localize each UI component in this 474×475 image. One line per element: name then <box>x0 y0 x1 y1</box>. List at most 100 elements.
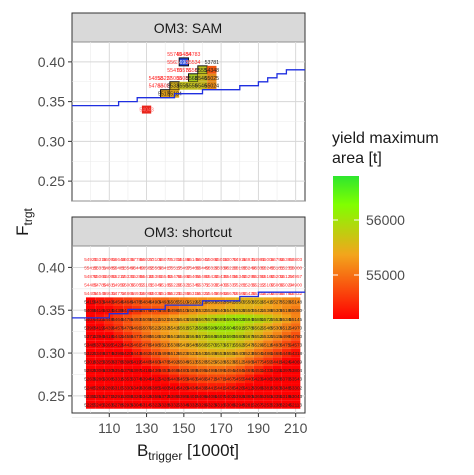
cell-label: 54640 <box>112 317 125 322</box>
cell-label: 55371 <box>196 283 209 288</box>
cell-label: 54802 <box>177 368 190 373</box>
cell-label: 54900 <box>149 300 162 305</box>
cell-label: 55245 <box>261 265 274 270</box>
cell-label: 54916 <box>233 257 246 262</box>
heatmap-cell <box>281 340 292 349</box>
cell-label: 55334 <box>215 265 228 270</box>
cell-label: 53300 <box>103 368 116 373</box>
cell-label: 54783 <box>149 84 164 90</box>
heatmap-cell <box>263 357 273 366</box>
cell-label: 55780 <box>243 325 256 330</box>
cell-label: 53142 <box>140 402 153 407</box>
heatmap-cell <box>141 400 152 409</box>
cell-label: 55566 <box>186 68 201 74</box>
cell-label: 53949 <box>94 334 107 339</box>
heatmap-cell <box>207 400 217 409</box>
heatmap-cell <box>151 357 161 366</box>
cell-label: 55306 <box>168 342 181 347</box>
cell-label: 55840 <box>205 334 218 339</box>
cell-label: 55245 <box>187 308 200 313</box>
heatmap-cell <box>123 374 133 384</box>
cell-label: 55294 <box>252 342 265 347</box>
heatmap-cell <box>132 348 142 358</box>
heatmap-cell <box>291 383 301 392</box>
cell-label: 54932 <box>271 342 284 347</box>
y-tick-label: 0.40 <box>38 54 65 70</box>
heatmap-cell <box>160 383 170 392</box>
cell-label: 55497 <box>177 265 190 270</box>
cell-label: 55281 <box>233 283 246 288</box>
cell-label: 53221 <box>84 351 97 356</box>
heatmap-cell <box>169 383 180 392</box>
cell-label: 55195 <box>233 265 246 270</box>
heatmap-cell <box>160 323 170 332</box>
cell-label: 54513 <box>252 368 265 373</box>
strip-top <box>71 12 306 43</box>
heatmap-cell <box>132 391 142 401</box>
cell-label: 54530 <box>159 368 172 373</box>
heatmap-cell <box>197 314 208 324</box>
heatmap-cell <box>244 305 254 315</box>
heatmap-cell <box>179 348 189 358</box>
cell-label: 54845 <box>159 308 172 313</box>
cell-label: 52531 <box>261 402 274 407</box>
heatmap-cell <box>169 365 180 375</box>
heatmap-cell <box>244 383 254 392</box>
cell-label: 55321 <box>196 308 209 313</box>
heatmap-cell <box>123 383 133 392</box>
cell-label: 55030 <box>149 291 162 296</box>
cell-label: 55060 <box>140 291 153 296</box>
cell-label: 53584 <box>149 394 162 399</box>
cell-label: 55009 <box>122 283 135 288</box>
cell-label: 55480 <box>196 274 209 279</box>
cell-label: 55300 <box>271 308 284 313</box>
cell-label: 55800 <box>233 334 246 339</box>
heatmap-cell <box>104 374 114 384</box>
heatmap-cell <box>225 348 236 358</box>
cell-label: 54422 <box>122 342 135 347</box>
cell-label: 53968 <box>252 385 265 390</box>
cell-label: 54400 <box>103 300 116 305</box>
heatmap-cell <box>169 331 180 341</box>
cell-label: 55299 <box>243 274 256 279</box>
heatmap-cell <box>179 331 189 341</box>
heatmap-cell <box>253 400 264 409</box>
cell-label: 53319 <box>112 377 125 382</box>
heatmap-cell <box>216 374 226 384</box>
heatmap-cell <box>85 331 96 341</box>
cell-label: 54840 <box>140 300 153 305</box>
heatmap-cell <box>235 340 245 349</box>
heatmap-cell <box>291 374 301 384</box>
heatmap-cell <box>179 365 189 375</box>
cell-label: 55348 <box>280 317 293 322</box>
cell-label: 55432 <box>177 317 190 322</box>
heatmap-cell <box>235 348 245 358</box>
cell-label: 53752 <box>122 368 135 373</box>
cell-label: 54348 <box>205 68 220 74</box>
heatmap-cell <box>132 340 142 349</box>
cell-label: 54423 <box>112 334 125 339</box>
heatmap-cell <box>95 391 105 401</box>
heatmap-cell <box>141 105 152 114</box>
cell-label: 54396 <box>103 325 116 330</box>
heatmap-cell <box>104 323 114 332</box>
heatmap-cell <box>132 357 142 366</box>
heatmap-cell <box>263 383 273 392</box>
heatmap-cell <box>253 340 264 349</box>
cell-label: 52917 <box>112 394 125 399</box>
heatmap-cell <box>244 331 254 341</box>
heatmap-cell <box>197 357 208 366</box>
cell-label: 54715 <box>205 377 218 382</box>
cell-label: 53340 <box>177 402 190 407</box>
cell-label: 53713 <box>84 334 97 339</box>
cell-label: 55601 <box>196 342 209 347</box>
heatmap-cell <box>244 314 254 324</box>
strip-top-label: OM3: SAM <box>154 20 222 36</box>
heatmap-cell <box>235 365 245 375</box>
cell-label: 55337 <box>224 283 237 288</box>
cell-label: 54870 <box>84 274 97 279</box>
cell-label: 54220 <box>112 342 125 347</box>
heatmap-cell <box>95 340 105 349</box>
heatmap-cell <box>197 323 208 332</box>
